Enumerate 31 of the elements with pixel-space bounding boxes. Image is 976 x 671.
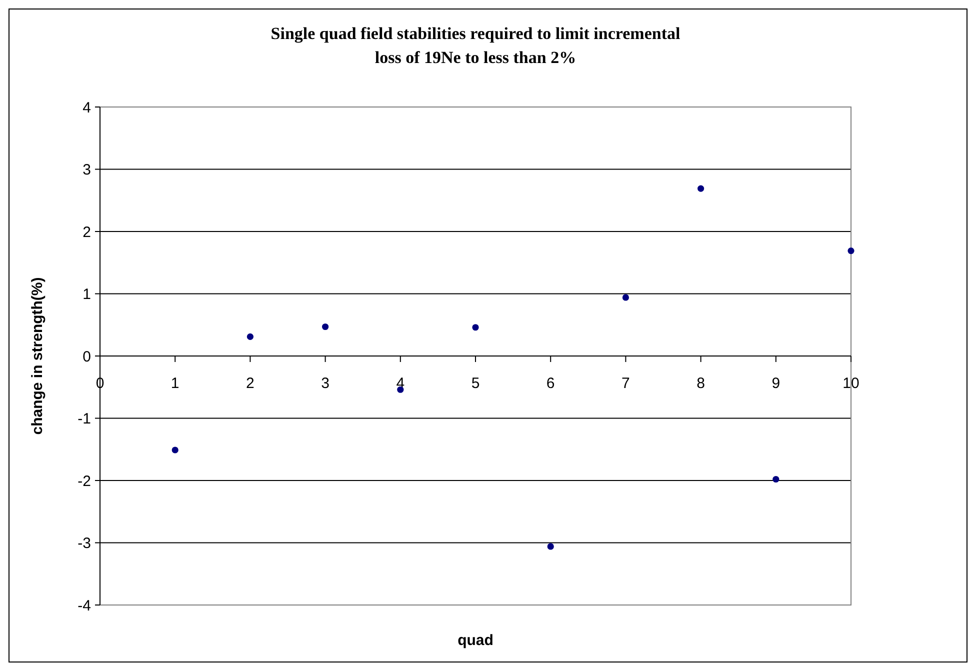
x-tick-label: 2 bbox=[246, 375, 254, 392]
x-tick-label: 10 bbox=[842, 375, 860, 392]
y-tick-label: 4 bbox=[82, 99, 91, 116]
point bbox=[622, 294, 629, 301]
y-tick-label: 3 bbox=[82, 162, 91, 178]
point bbox=[848, 248, 854, 254]
chart-title: Single quad field stabilities required to limit incremental loss of 19Ne to less than 2% bbox=[270, 23, 682, 69]
y-axis-title: change in strength(%) bbox=[29, 277, 46, 435]
point bbox=[322, 323, 329, 330]
point bbox=[472, 324, 479, 331]
y-tick-label: 2 bbox=[82, 224, 91, 241]
x-tick-label: 7 bbox=[622, 375, 630, 392]
point bbox=[172, 446, 178, 454]
x-tick-label: 1 bbox=[170, 375, 180, 392]
point bbox=[547, 543, 554, 550]
y-tick-label: -4 bbox=[78, 597, 91, 614]
y-tick-label: -2 bbox=[78, 472, 91, 490]
point bbox=[772, 476, 780, 483]
y-tick-label: 1 bbox=[82, 286, 91, 303]
y-tick-label: -3 bbox=[78, 535, 91, 552]
x-tick-label: 6 bbox=[546, 375, 555, 392]
y-tick-label: 0 bbox=[82, 348, 91, 366]
x-tick-label: 4 bbox=[396, 375, 405, 392]
x-tick-label: 5 bbox=[471, 375, 480, 392]
x-axis-title: quad bbox=[458, 632, 494, 649]
y-tick-label: -1 bbox=[78, 410, 91, 428]
x-tick-label: 9 bbox=[772, 375, 780, 392]
x-tick-label: 8 bbox=[696, 375, 705, 392]
point bbox=[246, 333, 254, 340]
point bbox=[698, 185, 704, 192]
x-tick-label: 3 bbox=[321, 375, 330, 392]
